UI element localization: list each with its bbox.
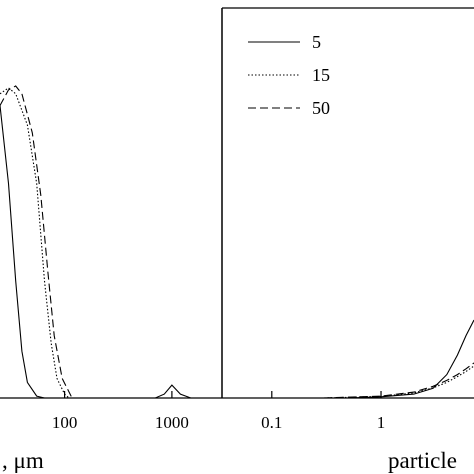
- x-tick-label: 100: [52, 413, 78, 432]
- legend-label: 50: [312, 98, 330, 118]
- x-tick-label: 0.1: [261, 413, 282, 432]
- x-tick-label: 1: [377, 413, 386, 432]
- series-line: [323, 362, 474, 399]
- x-tick-label: 1000: [155, 413, 189, 432]
- x-axis-label: particle: [388, 448, 457, 473]
- series-line: [0, 105, 205, 399]
- legend-label: 15: [312, 65, 330, 85]
- x-axis-label: , μm: [2, 448, 44, 473]
- series-line: [348, 319, 474, 399]
- legend-label: 5: [312, 32, 321, 52]
- series-line: [0, 85, 76, 399]
- series-line: [323, 365, 474, 399]
- series-line: [0, 87, 70, 399]
